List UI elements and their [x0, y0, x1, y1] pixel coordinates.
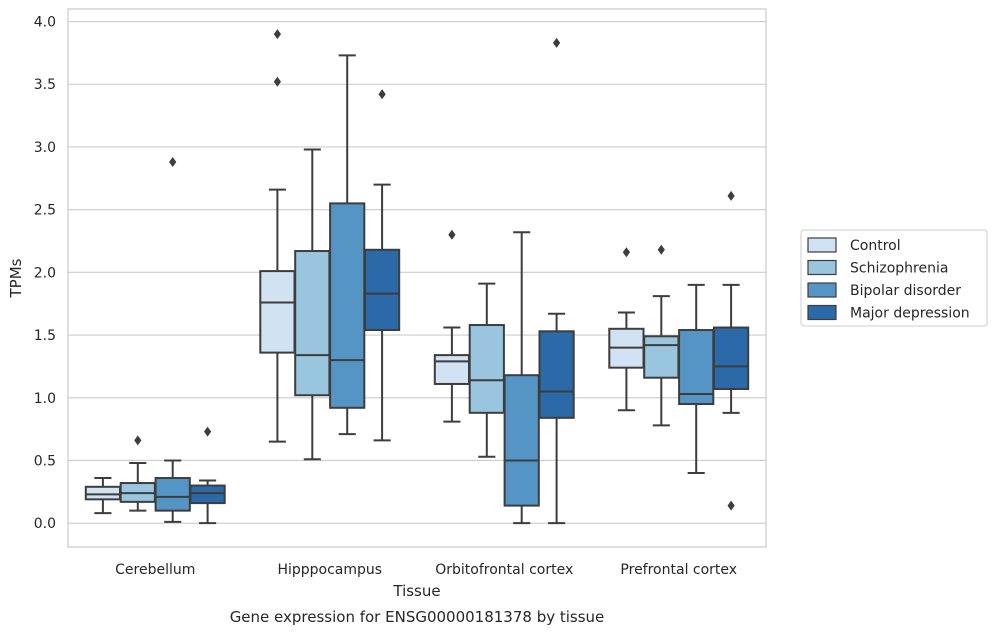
plot-frame: [67, 8, 767, 548]
gridlines: [68, 20, 766, 524]
outlier-point: [553, 37, 561, 48]
box-body: [538, 330, 575, 419]
outlier-point: [727, 500, 735, 511]
outlier-point: [273, 76, 281, 87]
y-tick-label: 0.0: [34, 516, 56, 532]
box-2-3: [538, 37, 575, 525]
box-0-1: [119, 435, 156, 512]
box-0-2: [154, 156, 191, 523]
box-body: [154, 477, 191, 512]
y-tick-label: 2.5: [34, 203, 56, 219]
outlier-point: [657, 244, 665, 255]
legend-label: Bipolar disorder: [850, 283, 961, 299]
outlier-point: [204, 426, 212, 437]
y-tick-label: 0.5: [34, 453, 56, 469]
box-1-0: [259, 29, 296, 443]
box-3-2: [678, 283, 715, 475]
y-tick-label: 4.0: [34, 15, 56, 31]
box-3-3: [712, 190, 750, 511]
y-tick-label: 1.5: [34, 328, 56, 344]
legend-swatch: [807, 282, 837, 298]
legend-swatch: [807, 304, 837, 321]
figure-caption: Gene expression for ENSG00000181378 by t…: [230, 608, 605, 626]
box-body: [468, 324, 505, 414]
box-body: [259, 270, 296, 354]
box-body: [294, 250, 331, 397]
legend-label: Control: [850, 238, 901, 254]
legend-label: Schizophrenia: [850, 261, 948, 277]
box-2-1: [468, 282, 505, 458]
box-body: [189, 484, 226, 505]
box-0-0: [84, 477, 122, 515]
legend-swatch: [807, 259, 837, 276]
outlier-point: [727, 190, 735, 201]
box-1-3: [363, 89, 401, 442]
legend: Control Schizophrenia Bipolar disorder Majo…: [800, 229, 988, 327]
box-body: [433, 354, 471, 385]
y-tick-label: 3.5: [34, 77, 56, 93]
outlier-point: [448, 229, 456, 240]
outlier-point: [378, 89, 386, 100]
box-body: [84, 485, 122, 501]
y-tick-label: 3.0: [34, 140, 56, 156]
box-2-0: [433, 229, 471, 423]
outlier-point: [273, 29, 281, 40]
x-tick-label: Prefrontal cortex: [620, 562, 737, 578]
outlier-point: [622, 247, 630, 258]
box-body: [678, 329, 715, 406]
box-3-1: [643, 244, 680, 427]
box-3-0: [608, 247, 645, 412]
y-tick-label: 2.0: [34, 265, 56, 281]
box-1-1: [294, 148, 331, 461]
y-tick-label: 1.0: [34, 391, 56, 407]
legend-label: Major depression: [850, 306, 970, 322]
outlier-point: [169, 156, 177, 167]
outlier-point: [134, 435, 142, 446]
x-axis-label: Tissue: [392, 582, 440, 600]
box-body: [503, 374, 540, 507]
x-tick-label: Orbitofrontal cortex: [435, 562, 573, 578]
box-0-3: [189, 426, 226, 525]
box-2-2: [503, 231, 540, 525]
x-tick-label: Hipppocampus: [277, 562, 382, 578]
x-tick-label: Cerebellum: [115, 562, 195, 578]
box-body: [363, 248, 401, 332]
legend-frame: [800, 229, 988, 327]
box-body: [712, 326, 750, 390]
box-1-2: [329, 54, 366, 436]
x-axis: Cerebellum Hipppocampus Orbitofrontal cort…: [115, 562, 737, 578]
box-body: [643, 335, 680, 379]
y-axis-label: TPMs: [7, 258, 25, 298]
y-axis: 0.0 0.5 1.0 1.5 2.0 2.5 3.0 3.5 4.0: [34, 15, 56, 533]
box-groups: [84, 29, 750, 525]
box-body: [329, 202, 366, 409]
legend-swatch: [807, 237, 837, 253]
